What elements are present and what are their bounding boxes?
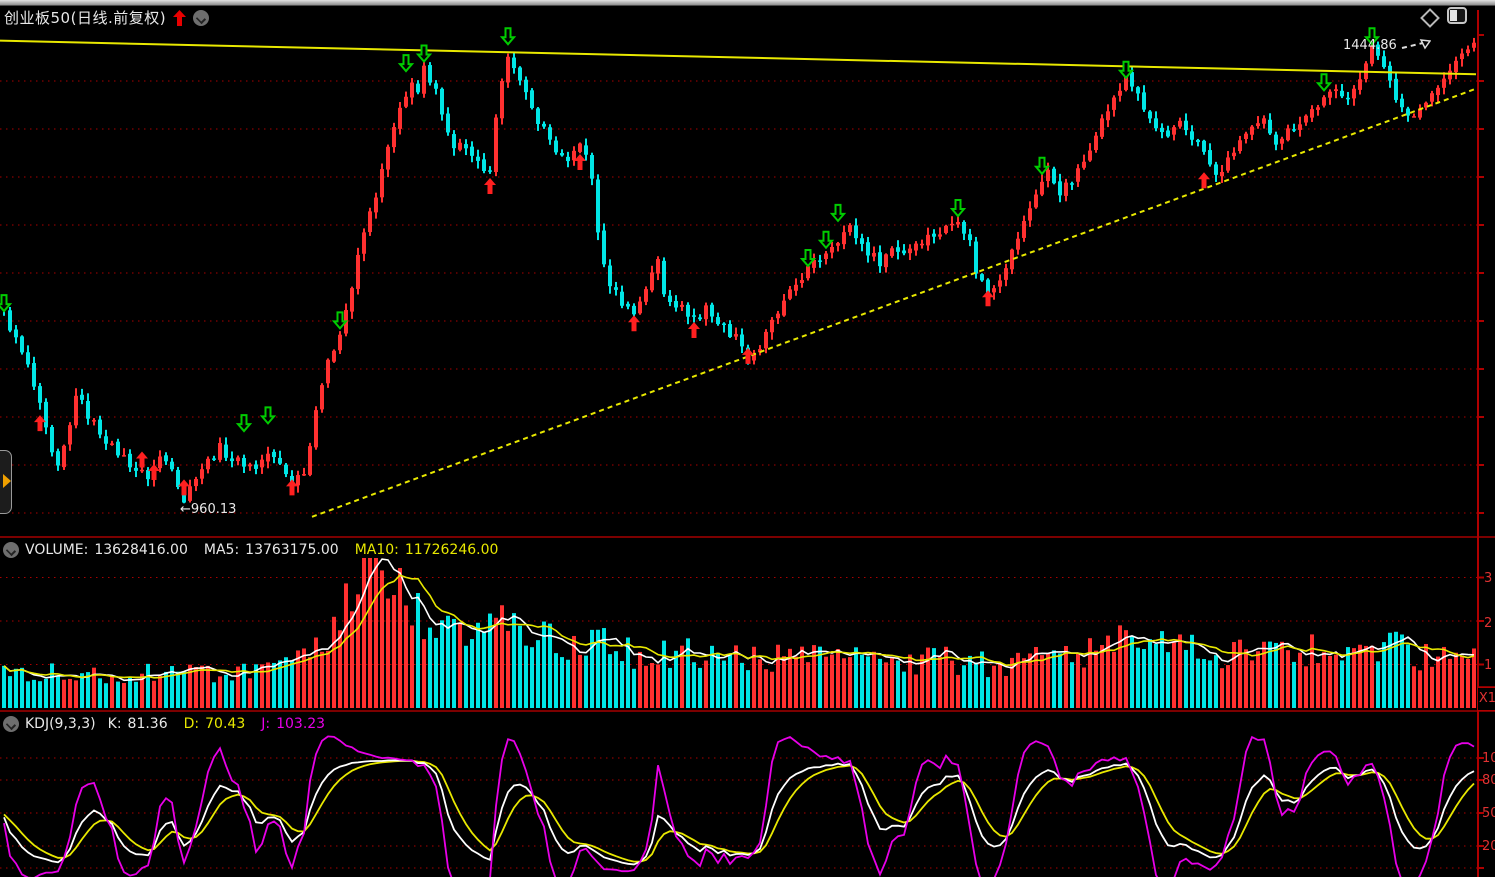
pane-divider[interactable] [0, 536, 1495, 538]
window-top-edge [0, 0, 1495, 6]
volume-chevron-down-icon[interactable] [3, 542, 19, 558]
kdj-chart[interactable] [0, 732, 1495, 877]
page-title: 创业板50(日线.前复权) [4, 9, 167, 27]
last-price-label: 1444.86 [1343, 38, 1432, 53]
volume-bars [2, 558, 1476, 708]
price-gridlines [0, 80, 1477, 514]
pane-divider[interactable] [0, 710, 1495, 712]
dashed-arrow-icon [1401, 38, 1432, 49]
kdj-j-label: J: [261, 716, 271, 732]
left-arrow-icon: ← [180, 502, 191, 517]
kdj-axis-tick: 20 [1482, 839, 1495, 854]
kdj-label: KDJ(9,3,3) [25, 716, 96, 732]
kdj-d-label: D: [183, 716, 200, 732]
candlestick-series [2, 37, 1476, 504]
volume-axis-tick: 3 [1484, 571, 1493, 586]
buy-signal-legend-icon [173, 9, 187, 26]
chart-titlebar: 创业板50(日线.前复权) [4, 7, 210, 28]
price-axis-line [1477, 10, 1479, 877]
kdj-j-value: 103.23 [276, 716, 326, 732]
kdj-k-line [3, 759, 1475, 866]
volume-value: 13628416.00 [94, 542, 188, 558]
kdj-d-line [3, 759, 1475, 863]
panel-layout-icon[interactable] [1447, 7, 1467, 24]
volume-ma5-value: 13763175.00 [245, 542, 339, 558]
kdj-gridlines [0, 757, 1477, 869]
candlestick-chart[interactable] [0, 5, 1495, 536]
volume-ma10-label: MA10: [354, 542, 399, 558]
volume-ma5-label: MA5: [203, 542, 240, 558]
buy-arrow-markers [34, 153, 1210, 496]
volume-axis-tick: 1 [1484, 658, 1493, 673]
kdj-chevron-down-icon[interactable] [3, 716, 19, 732]
lowest-price-label: ←960.13 [180, 502, 237, 517]
kdj-axis-tick: 100 [1482, 751, 1495, 766]
volume-header: VOLUME: 13628416.00 MA5: 13763175.00 MA1… [0, 539, 1483, 561]
kdj-j-line [3, 735, 1475, 877]
volume-axis-tick: 2 [1484, 616, 1493, 631]
expand-arrow-icon [3, 474, 11, 488]
sell-arrow-markers [0, 27, 1381, 433]
volume-ma10-line [3, 574, 1475, 679]
volume-unit-box: X1 [1477, 687, 1495, 711]
volume-ma10-value: 11726246.00 [404, 542, 499, 558]
kdj-k-label: K: [107, 716, 122, 732]
title-chevron-down-icon[interactable] [193, 9, 210, 26]
kdj-axis-tick: 80 [1482, 773, 1495, 788]
volume-label: VOLUME: [25, 542, 89, 558]
kdj-d-value: 70.43 [205, 716, 246, 732]
trendlines [0, 39, 1477, 518]
volume-gridlines [0, 576, 1477, 666]
kdj-header: KDJ(9,3,3) K: 81.36 D: 70.43 J: 103.23 [0, 713, 1483, 735]
kdj-axis-tick: 50 [1482, 806, 1495, 821]
kdj-k-value: 81.36 [127, 716, 168, 732]
sidebar-expand-handle[interactable] [0, 450, 12, 514]
volume-chart[interactable] [0, 558, 1495, 710]
